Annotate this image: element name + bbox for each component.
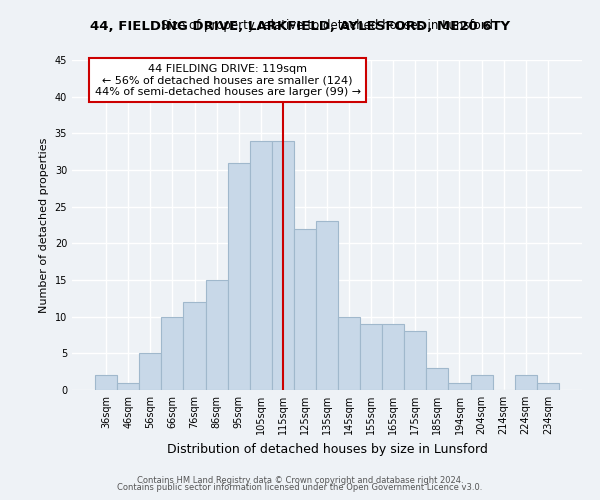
Bar [227, 162, 250, 390]
Bar [316, 222, 338, 390]
Bar [360, 324, 382, 390]
Bar [427, 368, 448, 390]
Text: Contains public sector information licensed under the Open Government Licence v3: Contains public sector information licen… [118, 484, 482, 492]
Bar [404, 332, 427, 390]
Text: 44, FIELDING DRIVE, LARKFIELD, AYLESFORD, ME20 6TY: 44, FIELDING DRIVE, LARKFIELD, AYLESFORD… [90, 20, 510, 33]
Bar [537, 382, 559, 390]
Bar [382, 324, 404, 390]
Bar [294, 228, 316, 390]
X-axis label: Distribution of detached houses by size in Lunsford: Distribution of detached houses by size … [167, 442, 487, 456]
Text: 44 FIELDING DRIVE: 119sqm
← 56% of detached houses are smaller (124)
44% of semi: 44 FIELDING DRIVE: 119sqm ← 56% of detac… [95, 64, 361, 97]
Bar [206, 280, 227, 390]
Bar [515, 376, 537, 390]
Bar [117, 382, 139, 390]
Title: Size of property relative to detached houses in Lunsford: Size of property relative to detached ho… [161, 20, 493, 32]
Text: Contains HM Land Registry data © Crown copyright and database right 2024.: Contains HM Land Registry data © Crown c… [137, 476, 463, 485]
Y-axis label: Number of detached properties: Number of detached properties [39, 138, 49, 312]
Bar [448, 382, 470, 390]
Bar [95, 376, 117, 390]
Bar [139, 354, 161, 390]
Bar [184, 302, 206, 390]
Bar [272, 140, 294, 390]
Bar [470, 376, 493, 390]
Bar [338, 316, 360, 390]
Bar [161, 316, 184, 390]
Bar [250, 140, 272, 390]
